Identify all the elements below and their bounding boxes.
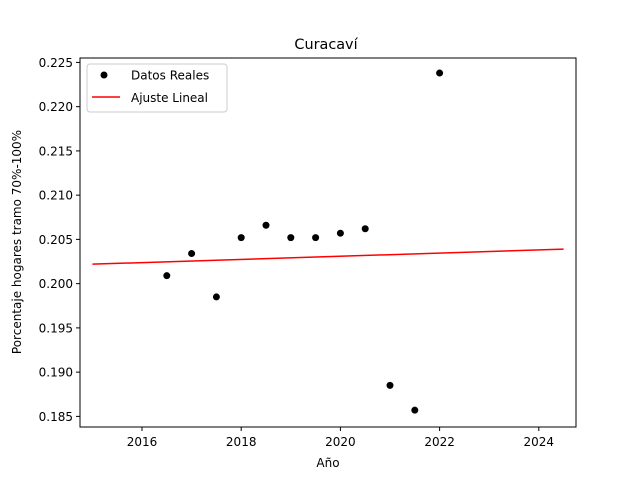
y-tick-label: 0.210 [39, 189, 73, 203]
y-tick-label: 0.220 [39, 100, 73, 114]
legend-label-datos-reales: Datos Reales [131, 69, 209, 83]
data-point [237, 234, 245, 242]
x-tick-label: 2024 [524, 435, 555, 449]
y-tick-label: 0.195 [39, 321, 73, 335]
x-tick-label: 2020 [325, 435, 356, 449]
axes: 2016 2018 2020 2022 2024 0.185 0.190 0.195 0.200… [39, 56, 554, 449]
data-point [287, 234, 295, 242]
data-point [262, 221, 270, 229]
fit-line-layer [92, 248, 564, 265]
fit-line-ajuste-lineal [92, 248, 564, 265]
x-axis-label: Año [316, 456, 339, 470]
data-point [188, 250, 196, 258]
data-point [336, 229, 344, 237]
y-tick-label: 0.215 [39, 144, 73, 158]
data-point [386, 381, 394, 389]
chart-title: Curacaví [294, 37, 358, 53]
y-tick-label: 0.200 [39, 277, 73, 291]
scatter-points-layer [163, 69, 444, 414]
y-tick-label: 0.185 [39, 410, 73, 424]
y-tick-label: 0.205 [39, 233, 73, 247]
y-axis-label: Porcentaje hogares tramo 70%-100% [10, 130, 24, 354]
data-point [436, 69, 444, 77]
y-tick-label: 0.190 [39, 366, 73, 380]
y-tick-label: 0.225 [39, 56, 73, 70]
x-tick-label: 2016 [127, 435, 158, 449]
data-point [212, 293, 220, 301]
legend-box [86, 63, 228, 113]
data-point [163, 272, 171, 280]
legend-label-ajuste-lineal: Ajuste Lineal [131, 91, 208, 105]
x-tick-label: 2022 [424, 435, 455, 449]
data-point [411, 406, 419, 414]
legend: Datos Reales Ajuste Lineal [86, 63, 228, 113]
x-tick-label: 2018 [226, 435, 257, 449]
data-point [361, 225, 369, 233]
legend-marker-datos-reales [100, 71, 108, 79]
plot-frame [79, 57, 577, 428]
data-point [312, 234, 320, 242]
